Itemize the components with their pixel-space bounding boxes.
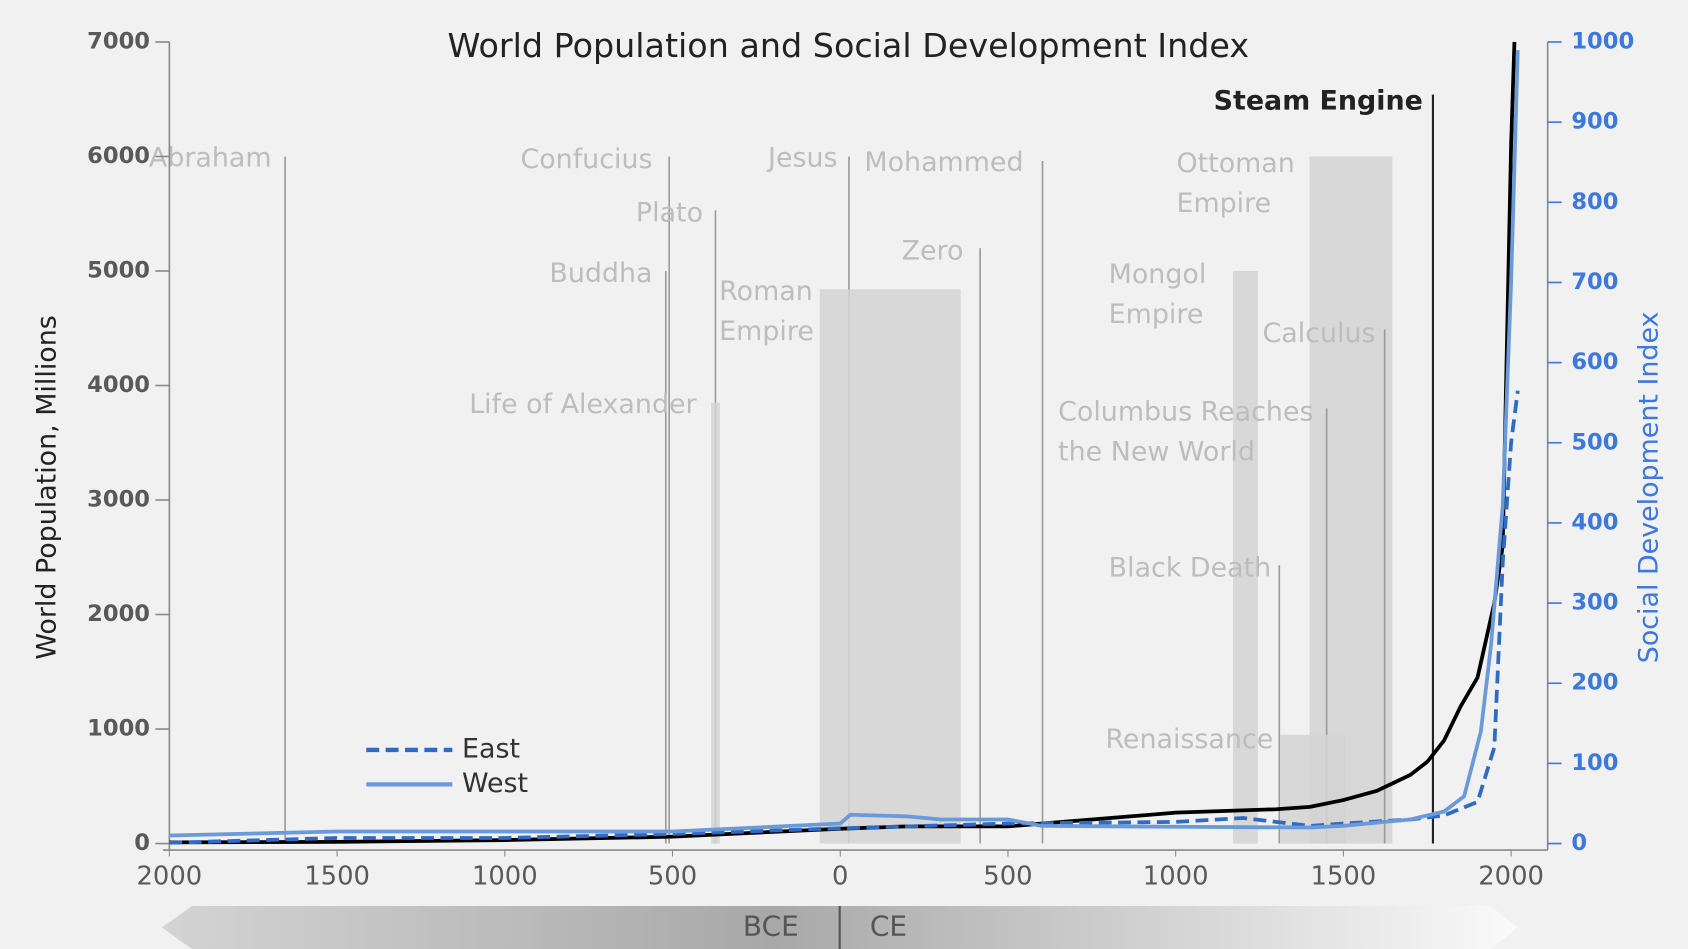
y2-tick-label: 700 <box>1571 269 1618 295</box>
event-label: Confucius <box>520 144 652 175</box>
x-tick-label: 1000 <box>1143 861 1209 891</box>
y2-axis-label: Social Development Index <box>1633 311 1664 663</box>
y2-tick-label: 1000 <box>1571 28 1634 54</box>
y-tick-label: 1000 <box>87 716 150 742</box>
event-label: Abraham <box>149 143 272 174</box>
series-line <box>169 390 1520 845</box>
event-label: Plato <box>636 198 703 229</box>
event-label: Roman <box>719 276 813 307</box>
event-label: Empire <box>1176 188 1271 219</box>
chart-title: World Population and Social Development … <box>448 26 1250 65</box>
event-label: Calculus <box>1263 318 1376 349</box>
event-label: Mongol <box>1109 259 1207 290</box>
event-label: Empire <box>1109 299 1204 330</box>
y-tick-label: 7000 <box>87 28 150 54</box>
y2-tick-label: 400 <box>1571 509 1618 535</box>
x-tick-label: 1500 <box>304 861 370 891</box>
x-tick-label: 0 <box>832 861 848 891</box>
event-label: Zero <box>902 235 964 266</box>
event-label: Steam Engine <box>1214 86 1423 117</box>
x-tick-label: 500 <box>983 861 1032 891</box>
y2-tick-label: 200 <box>1571 670 1618 696</box>
y-tick-label: 4000 <box>87 372 150 398</box>
x-tick-label: 2000 <box>1478 861 1544 891</box>
x-tick-label: 1500 <box>1311 861 1377 891</box>
x-tick-label: 1000 <box>472 861 538 891</box>
legend-label: West <box>462 768 528 799</box>
y-tick-label: 5000 <box>87 257 150 283</box>
era-label: CE <box>870 909 907 942</box>
y2-tick-label: 300 <box>1571 590 1618 616</box>
event-span <box>1309 156 1393 844</box>
y-tick-label: 6000 <box>87 143 150 169</box>
event-label: Jesus <box>766 143 837 174</box>
event-label: the New World <box>1058 436 1255 467</box>
event-span <box>819 289 961 844</box>
event-label: Buddha <box>549 258 652 289</box>
y2-tick-label: 0 <box>1571 830 1587 856</box>
series-line <box>169 49 1520 838</box>
y-tick-label: 2000 <box>87 601 150 627</box>
era-label: BCE <box>743 909 799 942</box>
y2-tick-label: 100 <box>1571 750 1618 776</box>
legend-label: East <box>462 733 520 764</box>
y-tick-label: 0 <box>134 830 150 856</box>
event-label: Renaissance <box>1105 724 1273 755</box>
event-label: Ottoman <box>1176 148 1294 179</box>
y2-tick-label: 900 <box>1571 109 1618 135</box>
x-tick-label: 500 <box>648 861 697 891</box>
event-label: Black Death <box>1109 553 1272 584</box>
series-line <box>169 41 1517 845</box>
y-tick-label: 3000 <box>87 487 150 513</box>
y2-tick-label: 500 <box>1571 429 1618 455</box>
event-label: Columbus Reaches <box>1058 397 1313 428</box>
y2-tick-label: 600 <box>1571 349 1618 375</box>
y2-tick-label: 800 <box>1571 189 1618 215</box>
event-label: Empire <box>719 316 814 347</box>
event-span <box>1233 270 1258 844</box>
event-span <box>711 402 720 844</box>
event-label: Life of Alexander <box>469 389 697 420</box>
y-axis-label: World Population, Millions <box>31 315 62 659</box>
event-label: Mohammed <box>864 147 1023 178</box>
x-tick-label: 2000 <box>137 861 203 891</box>
